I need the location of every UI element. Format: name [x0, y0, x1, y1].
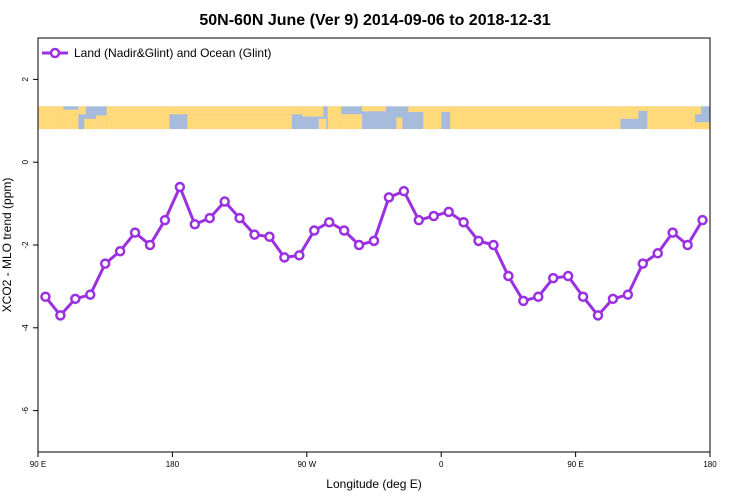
data-point [592, 310, 604, 321]
world-map-strip [38, 106, 710, 130]
data-point [577, 291, 589, 302]
data-point [428, 210, 439, 222]
data-point [398, 185, 410, 197]
y-axis-label: XCO2 - MLO trend (ppm) [0, 178, 14, 313]
data-point [99, 258, 111, 269]
map-land [647, 106, 696, 130]
series-line [44, 185, 704, 317]
data-point [159, 214, 171, 226]
data-point [144, 239, 156, 251]
data-point [249, 229, 260, 240]
map-land [423, 111, 442, 130]
x-tick-label: 180 [166, 460, 180, 469]
x-tick-label: 0 [439, 460, 444, 469]
data-point [264, 231, 275, 242]
data-point [279, 252, 290, 263]
map-land [638, 106, 648, 111]
data-point [667, 227, 678, 238]
legend-label: Land (Nadir&Glint) and Ocean (Glint) [74, 46, 271, 60]
data-point [697, 214, 708, 226]
x-axis-label: Longitude (deg E) [326, 477, 421, 491]
data-point [55, 310, 66, 321]
data-point [353, 239, 365, 251]
data-point [607, 293, 619, 305]
map-land [38, 106, 64, 130]
data-point [129, 227, 141, 238]
map-land [695, 122, 710, 130]
data-point [413, 214, 425, 226]
map-land [187, 114, 292, 130]
map-land [327, 106, 342, 130]
map-land [106, 106, 170, 130]
series-layer [40, 181, 708, 321]
data-point [85, 289, 96, 300]
x-tick-label: 90 W [297, 460, 316, 469]
data-point [547, 272, 559, 284]
data-point [174, 181, 186, 193]
x-tick-label: 90 E [30, 460, 46, 469]
data-point [503, 270, 514, 282]
y-tick-label: -2 [21, 241, 30, 249]
y-tick-label: 0 [21, 159, 30, 164]
data-point [323, 216, 335, 228]
map-land [695, 106, 702, 115]
data-point [309, 225, 320, 236]
y-axis: 2 0 -2 -4 -6 [21, 77, 38, 414]
map-land [318, 118, 327, 130]
map-land [408, 106, 451, 113]
x-axis: 90 E 180 90 W 0 90 E 180 [30, 452, 717, 469]
map-land [362, 106, 386, 112]
data-point [488, 239, 499, 251]
map-land [78, 106, 86, 115]
map-land [176, 106, 303, 115]
map-land [84, 118, 97, 130]
map-land [396, 117, 403, 130]
map-land [63, 109, 79, 130]
data-point [338, 225, 350, 236]
data-point [204, 212, 215, 224]
data-point [383, 192, 395, 203]
chart-title: 50N-60N June (Ver 9) 2014-09-06 to 2018-… [199, 12, 550, 29]
data-point [682, 239, 693, 251]
legend: Land (Nadir&Glint) and Ocean (Glint) [42, 46, 271, 60]
map-land [450, 106, 621, 130]
legend-marker [49, 47, 61, 59]
map-land [302, 106, 324, 117]
map-land [96, 115, 107, 130]
data-point [189, 219, 201, 230]
data-point [70, 293, 81, 305]
x-tick-label: 180 [703, 460, 717, 469]
data-point [652, 248, 663, 259]
data-point [443, 206, 454, 218]
y-tick-label: -6 [21, 406, 30, 414]
data-point [637, 258, 649, 269]
map-land [341, 114, 363, 130]
data-point [622, 289, 634, 300]
data-point [219, 196, 230, 207]
map-land [620, 106, 639, 119]
data-point [114, 245, 126, 257]
data-point [458, 216, 469, 228]
data-point [368, 235, 380, 247]
y-tick-label: -4 [21, 324, 30, 332]
data-point [562, 270, 574, 282]
data-point [234, 212, 245, 224]
data-point [533, 291, 544, 302]
data-point [294, 250, 305, 261]
data-point [473, 235, 484, 247]
data-point [40, 291, 51, 302]
data-point [518, 295, 529, 307]
y-tick-label: 2 [21, 77, 30, 82]
map-land [169, 106, 179, 115]
x-tick-label: 90 E [567, 460, 583, 469]
